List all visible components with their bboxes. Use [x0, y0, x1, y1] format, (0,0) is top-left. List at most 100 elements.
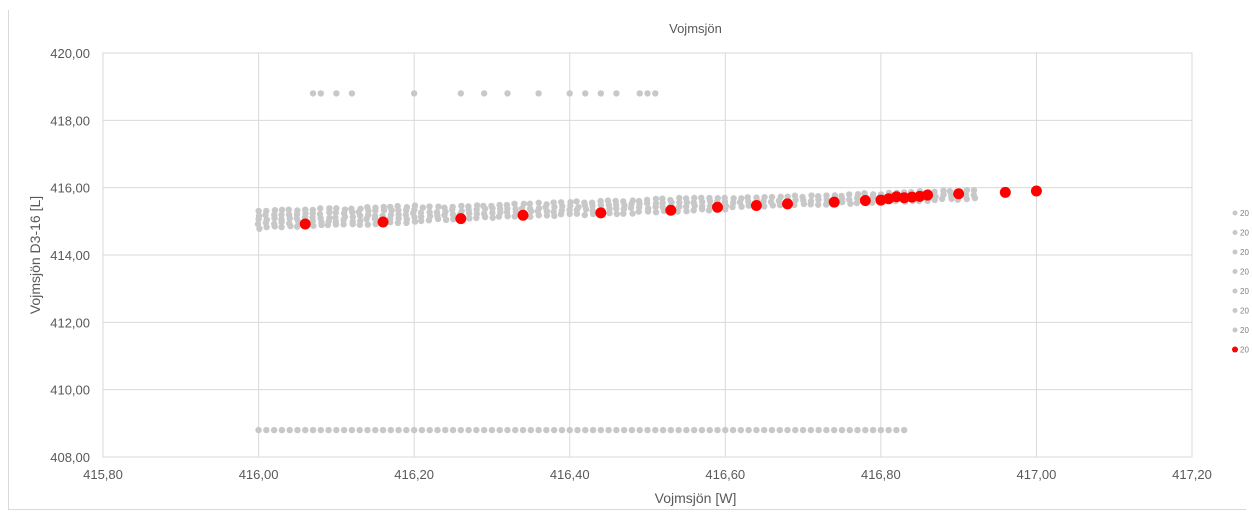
gray-point [285, 211, 293, 218]
gray-point-bottom [776, 426, 783, 434]
gray-point [777, 193, 784, 201]
y-tick-label: 416,00 [50, 181, 90, 196]
gray-point-bottom [784, 426, 791, 434]
red-point [953, 188, 965, 200]
gray-point-bottom [550, 426, 558, 434]
gray-point-bottom [488, 426, 496, 434]
gray-point [791, 192, 799, 199]
gray-point [815, 201, 822, 208]
gray-point-top [333, 90, 340, 97]
gray-point-bottom [527, 426, 535, 434]
gray-point [799, 193, 806, 201]
gray-point [869, 191, 877, 198]
gray-point-bottom [690, 426, 698, 434]
gray-point [652, 209, 660, 216]
gray-point-top [597, 90, 605, 97]
gray-point-bottom [729, 426, 737, 434]
gray-point-bottom [714, 426, 721, 434]
gray-point-bottom [597, 426, 605, 434]
gray-point-top [504, 90, 511, 97]
gray-point [520, 200, 528, 208]
gray-point-bottom [799, 426, 807, 434]
gray-point [310, 222, 317, 229]
gray-point [963, 186, 971, 194]
x-tick-label: 416,80 [861, 467, 901, 482]
gray-point-bottom [893, 426, 900, 434]
gray-point [846, 196, 853, 203]
gray-point-bottom [613, 426, 620, 434]
gray-point [691, 194, 698, 202]
gray-point-bottom [302, 426, 309, 434]
gray-point [652, 200, 660, 207]
gray-point [721, 194, 728, 202]
y-tick-label: 420,00 [50, 46, 90, 61]
gray-point [567, 198, 574, 206]
legend-marker [1232, 327, 1238, 333]
gray-point [643, 196, 651, 204]
gray-point-top [410, 90, 418, 97]
gray-point [761, 193, 768, 201]
gray-point [411, 202, 419, 209]
legend-marker [1232, 249, 1238, 255]
gray-point-bottom [426, 426, 433, 434]
gray-point [932, 193, 939, 200]
gray-point-bottom [348, 426, 356, 434]
gray-point [450, 216, 457, 223]
gray-point-bottom [473, 426, 480, 434]
gray-point-bottom [286, 426, 293, 434]
gray-point-bottom [294, 426, 301, 434]
gray-point-bottom [270, 426, 278, 434]
gray-point-bottom [675, 426, 682, 434]
chart-frame [8, 10, 1246, 510]
gray-point-bottom [722, 426, 729, 434]
gray-point [620, 198, 627, 205]
gray-point [652, 195, 660, 203]
legend-marker [1232, 346, 1238, 353]
gray-point [573, 198, 580, 205]
gray-point [271, 206, 279, 214]
x-axis-title: Vojmsjön [W] [655, 490, 737, 506]
gray-point [753, 194, 760, 201]
gray-point-bottom [379, 426, 387, 434]
gray-point-top [582, 90, 589, 97]
gray-point [357, 217, 364, 225]
gray-point [364, 221, 372, 228]
gray-point-bottom [442, 426, 449, 434]
legend-label: 20 [1240, 326, 1249, 335]
red-point [299, 218, 311, 230]
gray-point-bottom [823, 426, 830, 434]
gray-point [744, 194, 751, 201]
gray-point-bottom [480, 426, 488, 434]
gray-point-bottom [317, 426, 324, 434]
gray-point-top [348, 90, 356, 97]
gray-point [838, 192, 845, 200]
gray-point-bottom [768, 426, 776, 434]
legend-label: 20 [1240, 268, 1249, 277]
gray-point-top [652, 90, 659, 97]
gray-point [394, 202, 401, 210]
x-tick-label: 416,60 [705, 467, 745, 482]
gray-point-bottom [263, 426, 270, 434]
gray-point [380, 203, 387, 211]
gray-point [526, 205, 534, 212]
red-point [782, 198, 794, 210]
gray-point [706, 202, 714, 210]
gray-point [645, 205, 652, 212]
gray-point [364, 203, 371, 211]
gray-point-bottom [535, 426, 542, 434]
red-point [750, 200, 762, 212]
y-tick-label: 412,00 [50, 315, 90, 330]
gray-point-bottom [519, 426, 527, 434]
gray-point [489, 214, 496, 221]
gray-point [970, 191, 977, 199]
gray-point-bottom [395, 426, 402, 434]
gray-point [931, 188, 938, 196]
gray-point [676, 194, 683, 202]
gray-point [557, 199, 565, 206]
red-point [455, 213, 467, 225]
gray-point [263, 207, 270, 215]
gray-point-top [535, 90, 542, 97]
gray-point [270, 220, 278, 228]
gray-point [612, 197, 619, 205]
